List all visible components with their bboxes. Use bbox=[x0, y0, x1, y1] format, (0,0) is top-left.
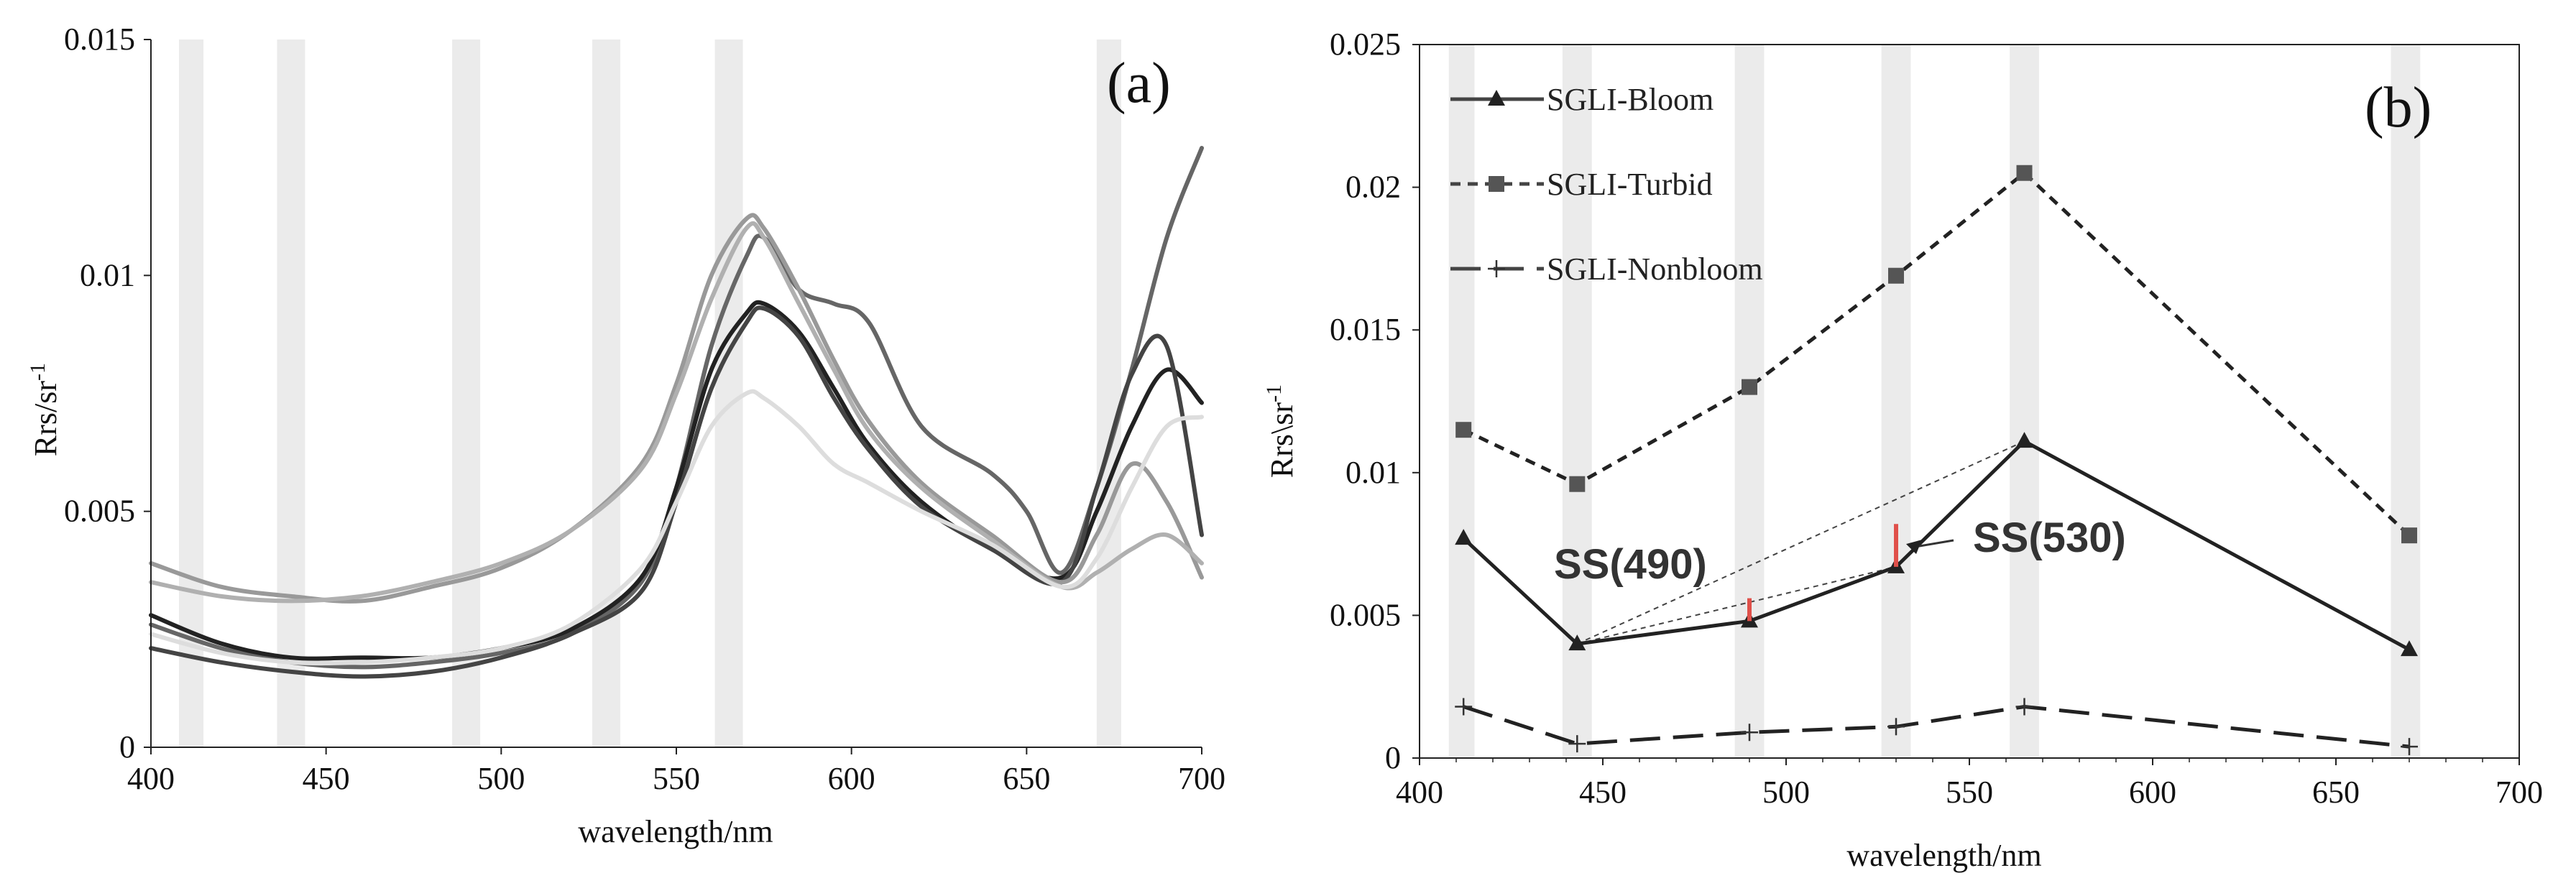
panel-b-band-3 bbox=[1881, 45, 1911, 758]
panel-a-x-tick-6: 700 bbox=[1178, 761, 1225, 796]
legend-sgli-turbid-label: SGLI-Turbid bbox=[1547, 167, 1713, 202]
panel-a-y-axis-label: Rrs/sr-1 bbox=[26, 363, 63, 456]
panel-b-sgli-nonbloom-point-5 bbox=[2401, 738, 2418, 756]
panel-b-ss490-label: SS(490) bbox=[1554, 541, 1707, 588]
legend-sgli-nonbloom-marker bbox=[1488, 260, 1505, 277]
panel-a-spectrum-6-line bbox=[149, 389, 1204, 666]
panel-b-sgli-turbid-point-5 bbox=[2401, 527, 2417, 544]
panel-a-x-tick-1: 450 bbox=[303, 761, 350, 796]
panel-a-band-5 bbox=[1096, 40, 1121, 747]
panel-b-sgli-nonbloom-point-3 bbox=[1887, 718, 1905, 736]
panel-a-x-tick-3: 550 bbox=[653, 761, 700, 796]
panel-a-spectrum-4-line bbox=[149, 213, 1204, 604]
panel-b-annotations: SS(490) SS(530) bbox=[1554, 514, 2126, 622]
panel-b-baseline-0 bbox=[1577, 565, 1897, 645]
panel-b-y-tick-4: 0.02 bbox=[1346, 170, 1401, 205]
panel-a-band-1 bbox=[277, 40, 305, 747]
panel-a-y-tick-2: 0.01 bbox=[80, 257, 135, 292]
panel-a-y-tick-0: 0 bbox=[119, 729, 135, 765]
legend-sgli-bloom-marker bbox=[1488, 90, 1505, 106]
panel-a-band-4 bbox=[714, 40, 743, 747]
panel-b-y-tick-3: 0.015 bbox=[1330, 312, 1401, 347]
panel-b-x-tick-3: 550 bbox=[1946, 775, 1993, 810]
panel-b-sgli-turbid-line bbox=[1463, 170, 2411, 537]
panel-a-spectrum-3-line bbox=[149, 305, 1204, 679]
panel-b-ss530-label: SS(530) bbox=[1973, 514, 2126, 561]
panel-b-x-axis-label: wavelength/nm bbox=[1846, 838, 2041, 873]
panel-b-x-tick-5: 650 bbox=[2312, 775, 2360, 810]
panel-a-x-axis-label: wavelength/nm bbox=[578, 814, 773, 849]
panel-b-sgli-nonbloom-point-2 bbox=[1741, 724, 1758, 742]
panel-a-y-axis-label-sup: -1 bbox=[26, 363, 50, 381]
panel-b-sgli-turbid-point-1 bbox=[1569, 476, 1586, 492]
panel-b-x-tick-6: 700 bbox=[2496, 775, 2543, 810]
panel-b-ss530-arrow-head bbox=[1906, 540, 1922, 555]
panel-b-baselines bbox=[1576, 440, 2025, 645]
panel-a-band-3 bbox=[592, 40, 621, 747]
panel-b-ss530-arrow-line bbox=[1914, 539, 1954, 548]
panel-b-band-1 bbox=[1562, 45, 1592, 758]
panel-b-band-2 bbox=[1734, 45, 1765, 758]
panel-b-sgli-turbid-point-3 bbox=[1888, 267, 1904, 284]
panel-b-x-tick-4: 600 bbox=[2129, 775, 2176, 810]
panel-a-x-tick-0: 400 bbox=[127, 761, 175, 796]
panel-b-y-tick-5: 0.025 bbox=[1330, 27, 1401, 62]
panel-b-sgli-turbid-point-0 bbox=[1455, 422, 1472, 438]
panel-a-bands bbox=[178, 40, 1121, 747]
panel-b-y-axis-label: Rrs\sr-1 bbox=[1262, 384, 1300, 478]
legend-sgli-nonbloom-label: SGLI-Nonbloom bbox=[1547, 251, 1763, 287]
panel-a-y-tick-3: 0.015 bbox=[64, 22, 135, 57]
panel-b-y-axis-label-sup: -1 bbox=[1262, 384, 1286, 402]
panel-b-axes: 400 450 500 550 600 650 700 0 0.005 0.01 0.015 0.02… bbox=[1330, 27, 2543, 810]
panel-b-y-tick-2: 0.01 bbox=[1346, 455, 1401, 490]
panel-b-series bbox=[1455, 165, 2418, 756]
panel-b-band-5 bbox=[2391, 45, 2421, 758]
panel-b-band-4 bbox=[2010, 45, 2039, 758]
panel-a-series bbox=[149, 146, 1204, 679]
panel-b-bands bbox=[1448, 45, 2421, 758]
panel-b-x-tick-0: 400 bbox=[1396, 775, 1443, 810]
panel-a-axes: 400 450 500 550 600 650 700 0 0.005 0.01 0.015 bbox=[64, 22, 1225, 796]
panel-b-baseline-1 bbox=[1576, 440, 2025, 645]
panel-b-x-tick-2: 500 bbox=[1762, 775, 1810, 810]
panel-a-label: (a) bbox=[1107, 52, 1171, 115]
panel-b-sgli-bloom-point-5 bbox=[2401, 640, 2418, 657]
panel-b-sgli-nonbloom-line bbox=[1463, 704, 2410, 749]
panel-a-y-tick-1: 0.005 bbox=[64, 494, 135, 529]
panel-a-spectrum-1-line bbox=[149, 146, 1204, 670]
panel-b-sgli-bloom-point-1 bbox=[1568, 634, 1586, 651]
panel-b-sgli-nonbloom-point-4 bbox=[2015, 698, 2033, 716]
panel-b-sgli-bloom-line bbox=[1462, 439, 2411, 652]
panel-b-sgli-bloom-point-0 bbox=[1455, 529, 1473, 545]
panel-b-sgli-nonbloom-point-1 bbox=[1568, 735, 1586, 753]
panel-b-sgli-turbid-point-4 bbox=[2016, 165, 2033, 181]
panel-a-chart: 400 450 500 550 600 650 700 0 0.005 0.01 0.015 (a)… bbox=[26, 22, 1225, 849]
panel-a-x-tick-4: 600 bbox=[828, 761, 875, 796]
legend-sgli-bloom-label: SGLI-Bloom bbox=[1547, 82, 1714, 117]
panel-b-x-tick-1: 450 bbox=[1579, 775, 1627, 810]
panel-b-sgli-bloom-point-4 bbox=[2015, 432, 2033, 448]
panel-a-y-axis-label-text: Rrs/sr bbox=[28, 381, 63, 456]
panel-b-label: (b) bbox=[2365, 76, 2432, 139]
panel-b-band-0 bbox=[1448, 45, 1475, 758]
panel-b-y-tick-0: 0 bbox=[1385, 740, 1401, 775]
panel-b-sgli-nonbloom-point-0 bbox=[1455, 698, 1473, 716]
panel-a-x-tick-2: 500 bbox=[477, 761, 525, 796]
panel-b-sgli-turbid-point-2 bbox=[1742, 379, 1757, 395]
panel-a-band-2 bbox=[452, 40, 481, 747]
panel-b-legend: SGLI-Bloom SGLI-Turbid SGLI-Nonbloom bbox=[1450, 82, 1763, 287]
panel-b-y-tick-1: 0.005 bbox=[1330, 597, 1401, 632]
panel-b-chart: 400 450 500 550 600 650 700 0 0.005 0.01 0.015 0.02… bbox=[1262, 27, 2543, 873]
panel-a-x-tick-5: 650 bbox=[1003, 761, 1050, 796]
legend-sgli-turbid-marker bbox=[1489, 176, 1504, 192]
panel-b-y-axis-label-text: Rrs\sr bbox=[1264, 402, 1300, 478]
